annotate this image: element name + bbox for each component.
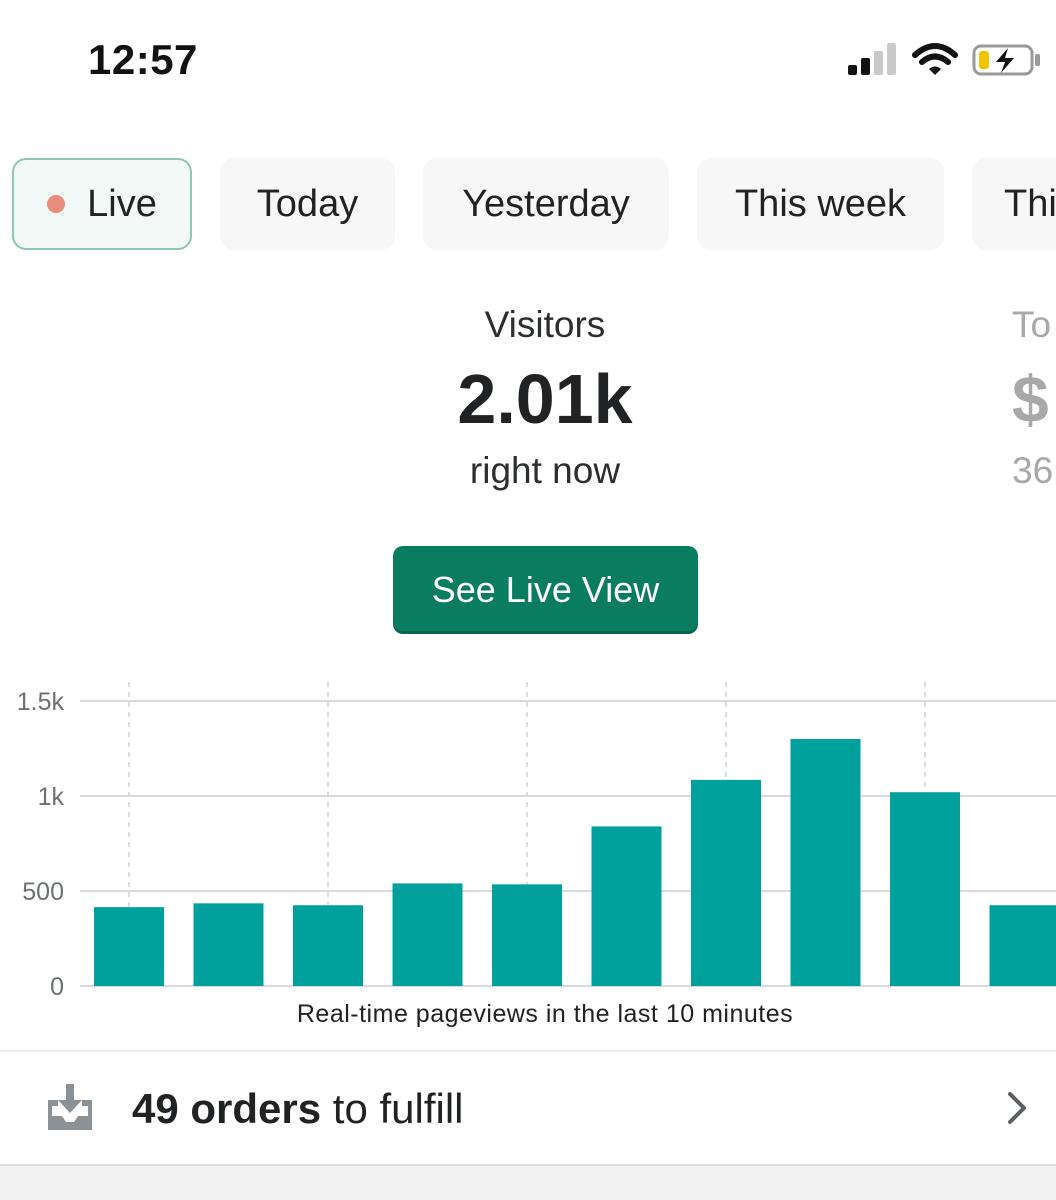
sales-metric-peek[interactable]: To $ 36 xyxy=(1012,300,1053,496)
peek-metric-subtitle: 36 xyxy=(1012,450,1054,491)
orders-to-fulfill-text: 49 orders to fulfill xyxy=(132,1082,464,1136)
chart-bar xyxy=(193,903,264,986)
live-dot-icon xyxy=(47,195,66,213)
chart-bar xyxy=(790,739,861,986)
tab-this-week-label: This week xyxy=(734,182,907,225)
pageviews-chart: 0 500 1k 1.5k Real-time pageviews in the las… xyxy=(0,670,1056,1040)
pageviews-chart-svg: 0 500 1k 1.5k Real-time pageviews in the las… xyxy=(17,682,1056,1028)
divider xyxy=(0,1050,1056,1052)
tab-this-month-label: Thi xyxy=(1004,182,1056,225)
chart-bar xyxy=(591,826,662,986)
chart-bar xyxy=(293,905,363,986)
status-icons xyxy=(848,40,1042,80)
tab-this-month[interactable]: Thi xyxy=(972,158,1056,250)
chart-bar xyxy=(890,792,960,986)
inbox-download-icon xyxy=(48,1084,92,1130)
chart-x-label: Real-time pageviews in the last 10 minut… xyxy=(297,1000,793,1028)
metric-subtitle: right now xyxy=(469,450,621,491)
chart-bar xyxy=(989,905,1056,986)
tab-yesterday[interactable]: Yesterday xyxy=(423,158,669,250)
tab-this-week[interactable]: This week xyxy=(697,158,944,250)
chart-bar xyxy=(392,883,463,986)
chevron-right-icon xyxy=(1008,1092,1026,1124)
tab-today-label: Today xyxy=(256,182,359,225)
orders-to-fulfill-row[interactable]: 49 orders to fulfill xyxy=(0,1052,1056,1164)
y-tick-label: 1k xyxy=(38,783,65,811)
status-bar: 12:57 xyxy=(0,0,1056,120)
metric-value: 2.01k xyxy=(457,360,633,438)
chart-bar xyxy=(691,779,761,986)
bottom-scroll-area xyxy=(0,1164,1056,1200)
chart-bar xyxy=(492,884,562,986)
y-tick-label: 500 xyxy=(22,878,64,906)
y-tick-label: 0 xyxy=(50,973,64,1001)
tab-live-label: Live xyxy=(87,182,157,225)
status-time: 12:57 xyxy=(88,36,198,83)
metric-label: Visitors xyxy=(484,304,606,345)
cellular-signal-icon xyxy=(848,43,896,75)
orders-count: 49 orders xyxy=(132,1085,322,1132)
tab-yesterday-label: Yesterday xyxy=(462,182,630,225)
date-range-tabs: Live Today Yesterday This week Thi xyxy=(0,156,1056,252)
tab-live[interactable]: Live xyxy=(12,158,192,250)
y-tick-label: 1.5k xyxy=(17,688,65,716)
chart-bar xyxy=(94,907,164,986)
visitors-metric: Visitors 2.01k right now xyxy=(345,300,745,496)
peek-metric-label: To xyxy=(1012,304,1052,345)
wifi-icon xyxy=(912,43,958,75)
see-live-view-button[interactable]: See Live View xyxy=(393,546,698,634)
orders-suffix: to fulfill xyxy=(321,1085,464,1132)
peek-metric-value: $ xyxy=(1012,362,1049,436)
battery-charging-icon xyxy=(972,44,1040,76)
tab-today[interactable]: Today xyxy=(220,158,395,250)
